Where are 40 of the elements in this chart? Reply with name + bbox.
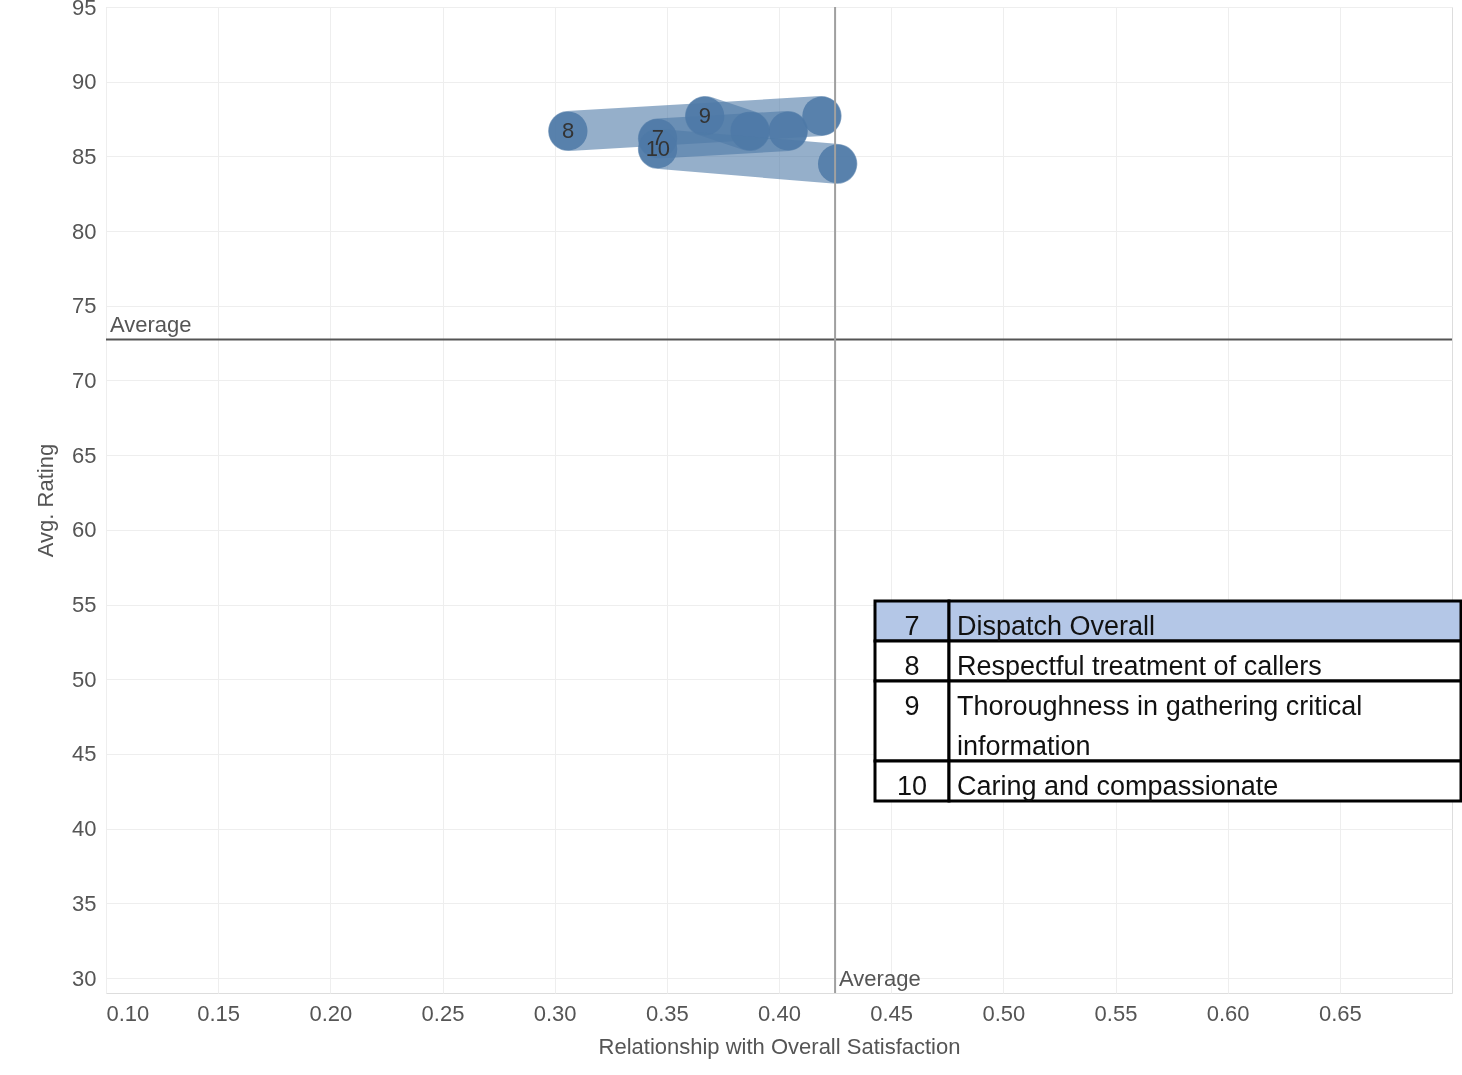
y-tick-label: 70 [72, 367, 97, 393]
y-tick-label: 75 [72, 293, 97, 319]
ref-line-label: Average [110, 312, 192, 338]
y-tick-label: 30 [72, 965, 97, 991]
y-tick-label: 60 [72, 517, 97, 543]
x-tick-label: 0.65 [1318, 1000, 1362, 1026]
x-tick-label: 0.40 [758, 1000, 801, 1026]
series-label: 9 [698, 103, 712, 129]
text: 7 [904, 611, 920, 641]
series-label: 8 [562, 118, 575, 143]
x-tick-label: 0.60 [1206, 1000, 1250, 1026]
y-tick-label: 50 [72, 666, 97, 692]
y-axis-title: Avg. Rating [33, 443, 59, 558]
x-tick-label: 0.55 [1094, 1000, 1138, 1026]
y-tick-label: 65 [72, 442, 97, 468]
x-tick-label: 0.15 [197, 1000, 241, 1026]
x-tick-label: 0.35 [645, 1000, 689, 1026]
y-tick-label: 80 [72, 218, 97, 244]
x-axis-title: Relationship with Overall Satisfaction [598, 1033, 961, 1059]
x-tick-label: 0.30 [533, 1000, 577, 1026]
y-tick-label: 95 [72, 0, 97, 20]
y-tick-label: 40 [72, 816, 97, 842]
y-tick-label: 45 [72, 741, 97, 767]
x-tick-label: 0.25 [421, 1000, 465, 1026]
x-tick-label: 0.50 [982, 1000, 1026, 1026]
x-tick-label: 0.45 [870, 1000, 914, 1026]
y-tick-label: 90 [72, 69, 97, 95]
text: 10 [896, 771, 928, 801]
annotation: Dispatch Overall [957, 611, 1156, 641]
x-tick-label: 0.20 [309, 1000, 353, 1026]
text: 9 [904, 691, 920, 721]
text: 8 [904, 651, 920, 681]
annotation: Caring and compassionate [957, 771, 1279, 801]
ref-line-label: Average [839, 966, 921, 991]
y-tick-label: 55 [72, 592, 97, 618]
y-tick-label: 85 [72, 143, 97, 169]
y-tick-label: 35 [72, 890, 97, 916]
annotation: Respectful treatment of callers [957, 651, 1322, 681]
x-tick-label: 0.10 [106, 1000, 150, 1026]
annotation: Thoroughness in gathering critical information [957, 691, 1363, 761]
